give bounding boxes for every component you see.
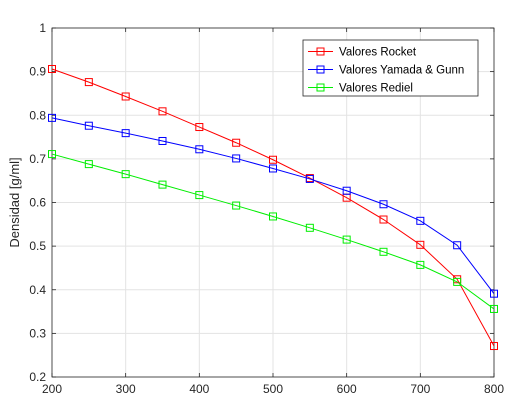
x-tick-label: 800 bbox=[484, 382, 504, 396]
data-point bbox=[84, 160, 93, 169]
legend-item: Valores Yamada & Gunn bbox=[308, 65, 464, 77]
legend-item: Valores Rocket bbox=[308, 47, 417, 59]
legend-label: Valores Yamada & Gunn bbox=[339, 65, 464, 77]
x-tick-label: 200 bbox=[42, 382, 62, 396]
data-point bbox=[158, 136, 167, 145]
data-point bbox=[269, 212, 277, 221]
y-axis-label: Densidad [g/ml] bbox=[7, 157, 22, 247]
y-tick-label: 0.6 bbox=[29, 196, 46, 210]
data-point bbox=[195, 145, 204, 154]
legend-item: Valores Rediel bbox=[308, 83, 413, 95]
data-point bbox=[490, 304, 498, 313]
legend-box bbox=[302, 39, 479, 97]
data-point bbox=[490, 342, 498, 351]
series-line bbox=[51, 68, 495, 347]
data-point bbox=[48, 150, 56, 159]
data-point bbox=[305, 174, 314, 183]
data-point bbox=[121, 170, 130, 179]
data-point bbox=[121, 129, 130, 138]
legend-marker bbox=[316, 65, 325, 74]
x-tick-label: 300 bbox=[116, 382, 136, 396]
legend: Valores Rocket Valores Yamada & Gunn Valor… bbox=[302, 39, 479, 97]
y-tick-label: 0.9 bbox=[29, 65, 46, 79]
data-point bbox=[84, 121, 93, 130]
data-point bbox=[232, 138, 241, 147]
legend-label: Valores Rocket bbox=[339, 47, 417, 59]
data-point bbox=[342, 186, 351, 195]
series-line bbox=[51, 153, 495, 310]
x-tick-label: 700 bbox=[410, 382, 430, 396]
data-point bbox=[195, 191, 204, 200]
data-point bbox=[305, 223, 314, 232]
data-point bbox=[416, 240, 425, 249]
x-tick-label: 500 bbox=[263, 382, 283, 396]
data-point bbox=[158, 180, 167, 189]
data-point bbox=[379, 200, 388, 209]
data-point bbox=[48, 113, 56, 122]
data-point bbox=[269, 164, 277, 173]
y-tick-label: 0.8 bbox=[29, 108, 46, 122]
y-tick-label: 0.4 bbox=[29, 283, 46, 297]
series-2 bbox=[48, 113, 498, 298]
legend-marker bbox=[316, 47, 325, 56]
axis-ticks: 200 300 400 500 600 700 800 0.2 0.3 0.4 0.5 0.6 0.7 0… bbox=[29, 21, 504, 396]
data-point bbox=[121, 92, 130, 101]
legend-items: Valores Rocket Valores Yamada & Gunn Valor… bbox=[308, 47, 464, 95]
y-tick-label: 0.7 bbox=[29, 152, 46, 166]
legend-marker bbox=[316, 83, 325, 92]
x-tick-label: 400 bbox=[189, 382, 209, 396]
y-tick-label: 0.5 bbox=[29, 239, 46, 253]
data-point bbox=[379, 215, 388, 224]
series-group bbox=[48, 65, 498, 351]
data-point bbox=[379, 247, 388, 256]
data-point bbox=[158, 107, 167, 116]
y-tick-label: 0.2 bbox=[29, 370, 46, 384]
series-3 bbox=[48, 150, 498, 313]
data-point bbox=[84, 78, 93, 87]
data-point bbox=[453, 277, 462, 286]
data-point bbox=[269, 155, 277, 164]
data-point bbox=[416, 260, 425, 269]
data-point bbox=[416, 216, 425, 225]
data-point bbox=[342, 235, 351, 244]
data-point bbox=[232, 201, 241, 210]
x-tick-label: 600 bbox=[337, 382, 357, 396]
data-point bbox=[48, 65, 56, 74]
y-tick-label: 0.3 bbox=[29, 326, 46, 340]
legend-label: Valores Rediel bbox=[339, 83, 413, 95]
data-point bbox=[453, 241, 462, 250]
series-line bbox=[51, 117, 495, 294]
y-tick-label: 1 bbox=[39, 21, 46, 35]
data-point bbox=[490, 289, 498, 298]
data-point bbox=[232, 154, 241, 163]
data-point bbox=[195, 123, 204, 132]
